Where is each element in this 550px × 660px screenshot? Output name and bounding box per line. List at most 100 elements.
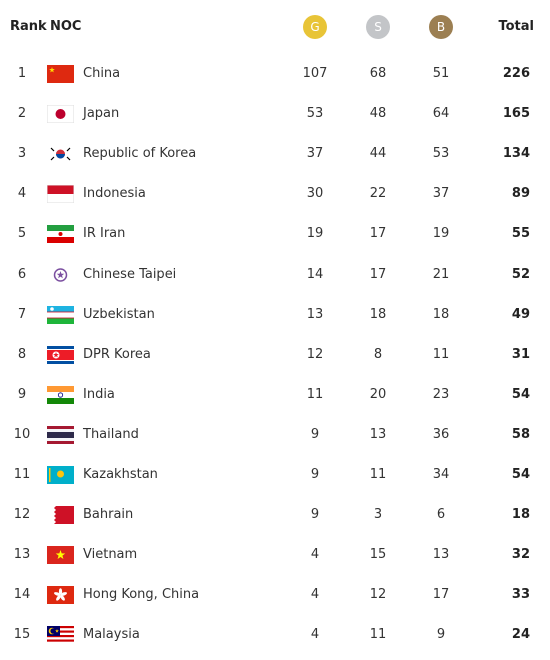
gold-count: 30 [306, 186, 324, 202]
gold-count: 4 [310, 587, 320, 603]
rank: 8 [17, 346, 27, 362]
gold-count: 19 [306, 226, 324, 242]
rank: 3 [17, 146, 27, 162]
flag [47, 586, 74, 605]
gold-count: 14 [306, 266, 324, 282]
silver-count: 11 [369, 627, 387, 643]
gold-count: 4 [310, 627, 320, 643]
silver-count: 3 [373, 507, 383, 523]
total-count: 18 [511, 507, 530, 523]
flag [47, 466, 74, 484]
header-rank: Rank [10, 19, 47, 34]
gold-count: 37 [306, 146, 324, 162]
total-count: 54 [511, 386, 530, 402]
bronze-count: 6 [436, 507, 446, 523]
rank: 1 [17, 66, 27, 81]
rank: 10 [13, 426, 31, 442]
total-count: 33 [511, 587, 530, 603]
total-count: 52 [511, 266, 530, 282]
flag [47, 626, 74, 645]
rank: 4 [17, 186, 27, 202]
gold-count: 4 [310, 547, 320, 563]
flag [47, 305, 74, 324]
rank: 5 [17, 226, 27, 242]
country-name: Thailand [83, 426, 139, 442]
silver-count: 48 [369, 106, 387, 122]
bronze-count: 37 [432, 186, 450, 202]
flag [47, 506, 74, 525]
flag [47, 225, 74, 244]
rank: 2 [17, 106, 27, 122]
gold-count: 11 [306, 386, 324, 402]
country-name: India [83, 386, 115, 402]
total-count: 134 [502, 146, 530, 162]
rank: 14 [13, 587, 31, 603]
header-gold: G [303, 15, 327, 39]
country-name: Malaysia [83, 627, 140, 643]
country-name: Kazakhstan [83, 467, 158, 482]
flag [47, 265, 74, 284]
total-count: 54 [511, 467, 530, 482]
total-count: 58 [511, 426, 530, 442]
rank: 12 [13, 507, 31, 523]
bronze-count: 23 [432, 386, 450, 402]
flag [47, 385, 74, 404]
total-count: 89 [511, 186, 530, 202]
bronze-count: 21 [432, 266, 450, 282]
country-name: Republic of Korea [83, 146, 197, 162]
total-count: 32 [511, 547, 530, 563]
flag [47, 185, 74, 204]
silver-count: 13 [369, 426, 387, 442]
rank: 15 [13, 627, 31, 643]
total-count: 55 [511, 226, 530, 242]
bronze-count: 11 [432, 346, 450, 362]
country-name: Vietnam [83, 547, 138, 563]
country-name: Uzbekistan [83, 306, 155, 322]
bronze-count: 64 [432, 106, 450, 122]
bronze-count: 13 [432, 547, 450, 563]
gold-count: 9 [310, 507, 320, 523]
gold-count: 9 [310, 426, 320, 442]
silver-count: 17 [369, 266, 387, 282]
country-name: Indonesia [83, 186, 146, 202]
silver-count: 18 [369, 306, 387, 322]
silver-count: 15 [369, 547, 387, 563]
gold-count: 13 [306, 306, 324, 322]
total-count: 226 [502, 66, 530, 81]
flag [47, 105, 74, 124]
rank: 7 [17, 306, 27, 322]
bronze-count: 9 [436, 627, 446, 643]
silver-count: 44 [369, 146, 387, 162]
header-bronze: B [429, 15, 453, 39]
gold-count: 12 [306, 346, 324, 362]
bronze-count: 17 [432, 587, 450, 603]
country-name: Japan [83, 106, 120, 122]
gold-count: 107 [302, 66, 328, 81]
rank: 11 [13, 467, 31, 482]
silver-count: 11 [369, 467, 387, 482]
rank: 13 [13, 547, 31, 563]
bronze-count: 18 [432, 306, 450, 322]
bronze-count: 19 [432, 226, 450, 242]
silver-count: 17 [369, 226, 387, 242]
flag [47, 345, 74, 364]
flag [47, 65, 74, 83]
silver-count: 22 [369, 186, 387, 202]
total-count: 165 [502, 106, 530, 122]
flag [47, 145, 74, 164]
silver-count: 68 [369, 66, 387, 81]
header-noc: NOC [50, 19, 82, 34]
bronze-count: 53 [432, 146, 450, 162]
total-count: 49 [511, 306, 530, 322]
bronze-count: 51 [432, 66, 450, 81]
country-name: Bahrain [83, 507, 134, 523]
rank: 9 [17, 386, 27, 402]
flag [47, 425, 74, 444]
country-name: Hong Kong, China [83, 587, 200, 603]
country-name: Chinese Taipei [83, 266, 177, 282]
country-name: China [83, 66, 121, 81]
silver-count: 8 [373, 346, 383, 362]
country-name: IR Iran [83, 226, 126, 242]
header-silver: S [366, 15, 390, 39]
